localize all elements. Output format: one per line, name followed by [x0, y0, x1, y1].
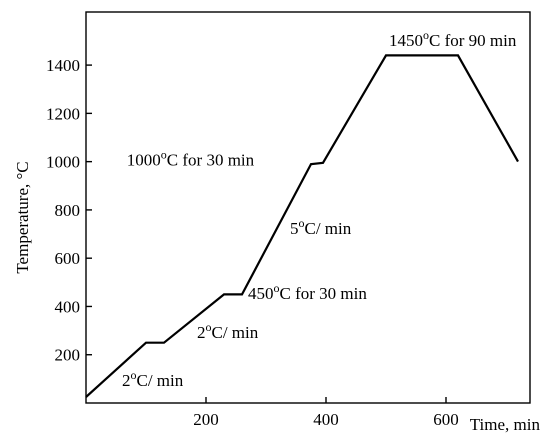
y-tick-label: 400: [55, 297, 81, 316]
x-axis-title: Time, min: [470, 415, 541, 434]
y-tick-label: 800: [55, 201, 81, 220]
plot-frame: [85, 11, 531, 404]
annotation-label: 5oC/ min: [290, 216, 352, 238]
y-tick-label: 600: [55, 249, 81, 268]
x-tick-label: 200: [193, 410, 219, 429]
x-tick-label: 600: [433, 410, 459, 429]
y-tick-label: 200: [55, 346, 81, 365]
y-tick-label: 1400: [46, 56, 80, 75]
y-axis-title: Temperature, °C: [13, 161, 32, 273]
annotation-label: 2oC/ min: [122, 368, 184, 390]
annotation-label: 1450oC for 90 min: [389, 28, 517, 50]
temperature-series-line: [85, 54, 519, 398]
x-tick-label: 400: [313, 410, 339, 429]
annotation-label: 2oC/ min: [197, 320, 259, 342]
annotation-label: 1000oC for 30 min: [127, 147, 255, 169]
y-tick-label: 1000: [46, 153, 80, 172]
annotation-label: 450oC for 30 min: [248, 281, 367, 303]
y-tick-label: 1200: [46, 104, 80, 123]
